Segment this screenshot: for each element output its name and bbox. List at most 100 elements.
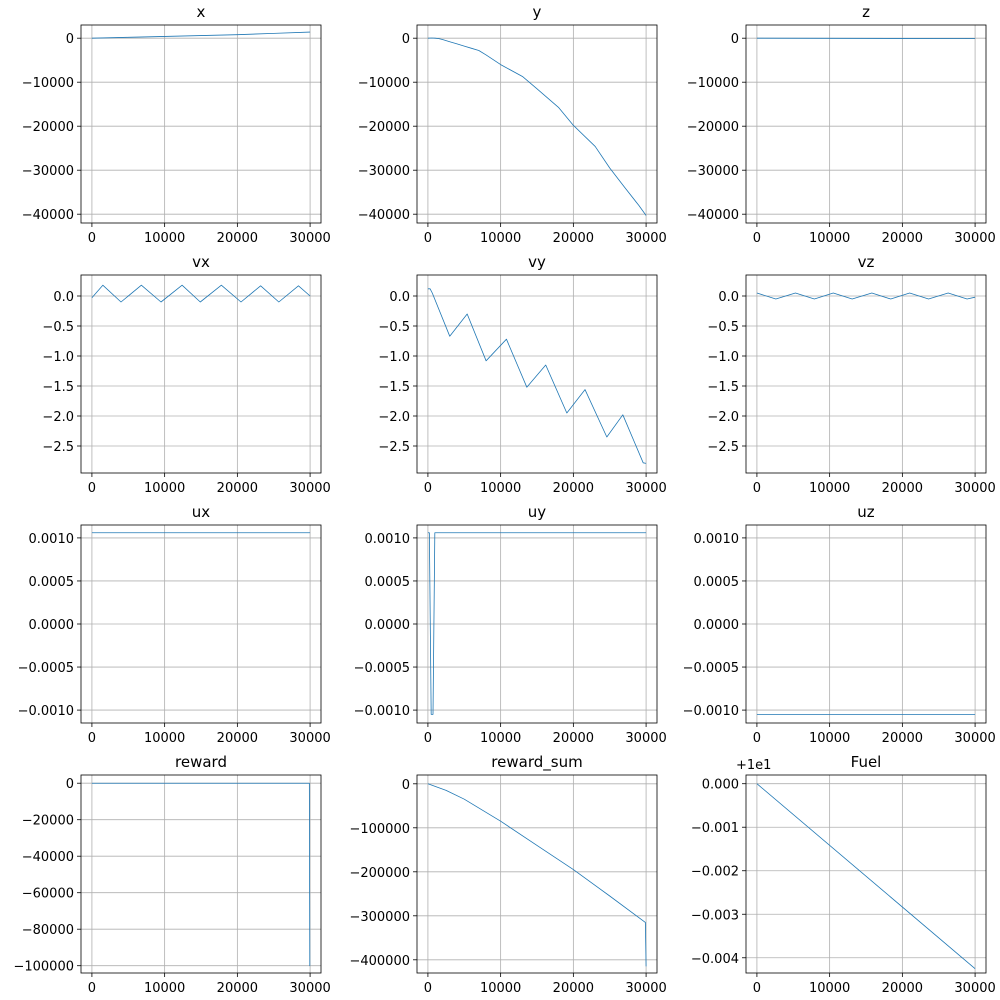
x-tick-label: 0	[753, 981, 761, 996]
x-tick-label: 0	[88, 481, 96, 496]
y-tick-label: −0.0005	[683, 661, 739, 676]
series-line	[91, 31, 311, 39]
y-tick-label: −100000	[349, 822, 410, 837]
subplot-uy: 0 10000 20000 30000 0.0010 0.0005 0.0000 −0.000…	[354, 503, 667, 746]
subplot-title: Fuel	[851, 753, 882, 771]
y-tick-label: 0.0000	[365, 618, 411, 633]
axes-frame	[80, 774, 322, 974]
y-tick-label: −20000	[687, 120, 739, 135]
y-tick-label: −300000	[349, 910, 410, 925]
x-tick-label: 20000	[217, 481, 258, 496]
series-line	[427, 532, 647, 715]
y-tick-label: −2.0	[378, 410, 410, 425]
x-tick-label: 30000	[954, 481, 995, 496]
y-tick-label: −20000	[358, 120, 410, 135]
x-tick-label: 10000	[809, 731, 850, 746]
y-tick-label: −100000	[13, 960, 74, 975]
x-tick-label: 0	[88, 981, 96, 996]
y-tick-label: −10000	[687, 76, 739, 91]
y-tick-label: −80000	[22, 923, 74, 938]
y-tick-label: −0.003	[691, 908, 739, 923]
x-tick-label: 30000	[625, 981, 666, 996]
series-line	[427, 783, 647, 967]
y-tick-label: −0.0005	[18, 661, 74, 676]
x-tick-label: 0	[88, 231, 96, 246]
x-tick-label: 10000	[480, 731, 521, 746]
x-tick-label: 30000	[289, 231, 330, 246]
y-tick-label: −0.0010	[354, 704, 410, 719]
y-tick-label: −1.5	[707, 380, 739, 395]
y-tick-label: −20000	[22, 120, 74, 135]
y-tick-label: 0.0010	[694, 532, 740, 547]
x-tick-label: 0	[753, 231, 761, 246]
x-tick-label: 10000	[809, 231, 850, 246]
y-tick-label: 0.0	[389, 290, 410, 305]
axes-frame	[416, 24, 658, 224]
y-tick-label: 0.0000	[29, 618, 75, 633]
y-tick-label: −30000	[687, 164, 739, 179]
subplot-title: vx	[192, 253, 210, 271]
y-tick-label: −0.0010	[18, 704, 74, 719]
x-tick-label: 10000	[144, 731, 185, 746]
x-tick-label: 20000	[882, 481, 923, 496]
x-tick-label: 0	[424, 481, 432, 496]
y-tick-label: 0	[66, 777, 74, 792]
y-tick-label: −40000	[358, 208, 410, 223]
y-tick-label: −20000	[22, 814, 74, 829]
y-tick-label: 0.0	[53, 290, 74, 305]
subplot-x: 0 10000 20000 30000 0 −10000 −20000 −30000 −4000…	[22, 3, 331, 246]
subplot-ux: 0 10000 20000 30000 0.0010 0.0005 0.0000 −0.000…	[18, 503, 331, 746]
axes-frame	[745, 774, 987, 974]
axes-frame	[745, 274, 987, 474]
subplot-title: vy	[528, 253, 546, 271]
series-line	[756, 783, 976, 969]
x-tick-label: 10000	[144, 981, 185, 996]
y-tick-label: 0.0	[718, 290, 739, 305]
subplot-vy: 0 10000 20000 30000 0.0 −0.5 −1.0 −1.5 −2.0 −2.5 v…	[378, 253, 666, 496]
y-tick-label: −0.5	[42, 320, 74, 335]
x-tick-label: 30000	[289, 731, 330, 746]
subplot-z: 0 10000 20000 30000 0 −10000 −20000 −30000 −4000…	[687, 3, 996, 246]
y-tick-label: 0.0010	[365, 532, 411, 547]
y-tick-label: −2.5	[707, 440, 739, 455]
y-tick-label: −60000	[22, 887, 74, 902]
y-tick-label: −30000	[22, 164, 74, 179]
y-tick-label: −1.5	[42, 380, 74, 395]
subplot-title: vz	[858, 253, 875, 271]
x-tick-label: 20000	[553, 231, 594, 246]
x-tick-label: 30000	[625, 481, 666, 496]
x-tick-label: 10000	[144, 231, 185, 246]
x-tick-label: 30000	[625, 231, 666, 246]
x-tick-label: 10000	[480, 981, 521, 996]
y-tick-label: −2.5	[42, 440, 74, 455]
series-line	[91, 782, 311, 967]
x-tick-label: 20000	[882, 231, 923, 246]
y-tick-label: 0.0010	[29, 532, 75, 547]
x-tick-label: 10000	[480, 231, 521, 246]
x-tick-label: 30000	[289, 481, 330, 496]
subplot-uz: 0 10000 20000 30000 0.0010 0.0005 0.0000 −0.000…	[683, 503, 996, 746]
subplot-title: uy	[528, 503, 547, 521]
subplot-vz: 0 10000 20000 30000 0.0 −0.5 −1.0 −1.5 −2.0 −2.5 v…	[707, 253, 995, 496]
axes-frame	[416, 524, 658, 724]
y-tick-label: −1.0	[707, 350, 739, 365]
x-tick-label: 20000	[217, 981, 258, 996]
x-tick-label: 10000	[809, 981, 850, 996]
series-line	[756, 292, 976, 300]
subplot-title: x	[197, 3, 206, 21]
y-tick-label: −0.5	[378, 320, 410, 335]
y-tick-label: −2.0	[707, 410, 739, 425]
y-tick-label: −10000	[22, 76, 74, 91]
x-tick-label: 0	[753, 731, 761, 746]
x-tick-label: 20000	[882, 731, 923, 746]
y-tick-label: 0	[66, 32, 74, 47]
axes-frame	[80, 524, 322, 724]
x-tick-label: 20000	[553, 481, 594, 496]
y-tick-label: −10000	[358, 76, 410, 91]
axes-frame	[745, 524, 987, 724]
x-tick-label: 30000	[954, 231, 995, 246]
x-tick-label: 30000	[954, 731, 995, 746]
subplot-title: reward	[175, 753, 227, 771]
x-tick-label: 30000	[289, 981, 330, 996]
